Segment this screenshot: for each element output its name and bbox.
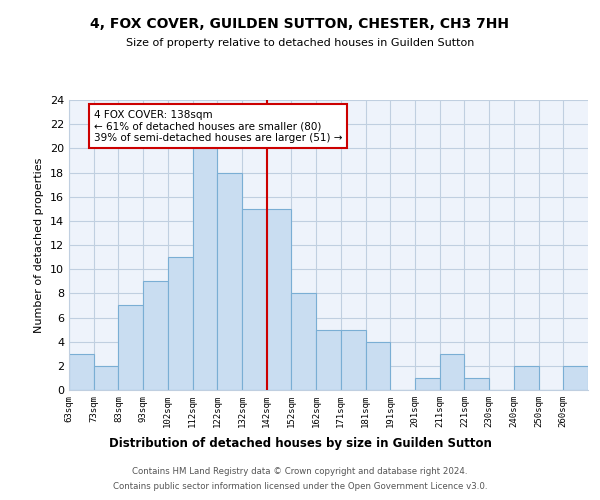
Bar (365, 342, 390, 390)
Bar (193, 148, 217, 390)
Bar (118, 306, 143, 390)
Bar (292, 294, 316, 390)
Bar (563, 366, 588, 390)
Text: Contains public sector information licensed under the Open Government Licence v3: Contains public sector information licen… (113, 482, 487, 491)
Bar (168, 257, 193, 390)
Text: 4 FOX COVER: 138sqm
← 61% of detached houses are smaller (80)
39% of semi-detach: 4 FOX COVER: 138sqm ← 61% of detached ho… (94, 110, 342, 143)
Bar (217, 172, 242, 390)
Text: Size of property relative to detached houses in Guilden Sutton: Size of property relative to detached ho… (126, 38, 474, 48)
Bar (242, 209, 267, 390)
Bar (143, 281, 168, 390)
Bar (316, 330, 341, 390)
Bar (514, 366, 539, 390)
Bar (464, 378, 489, 390)
Bar (415, 378, 440, 390)
Y-axis label: Number of detached properties: Number of detached properties (34, 158, 44, 332)
Text: 4, FOX COVER, GUILDEN SUTTON, CHESTER, CH3 7HH: 4, FOX COVER, GUILDEN SUTTON, CHESTER, C… (91, 18, 509, 32)
Bar (267, 209, 292, 390)
Text: Contains HM Land Registry data © Crown copyright and database right 2024.: Contains HM Land Registry data © Crown c… (132, 467, 468, 476)
Bar (440, 354, 464, 390)
Bar (94, 366, 118, 390)
Text: Distribution of detached houses by size in Guilden Sutton: Distribution of detached houses by size … (109, 438, 491, 450)
Bar (341, 330, 365, 390)
Bar (69, 354, 94, 390)
